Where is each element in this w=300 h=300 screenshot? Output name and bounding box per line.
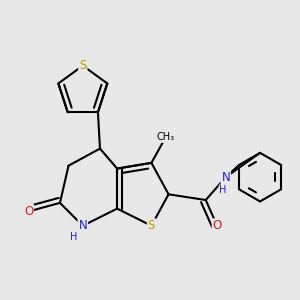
Text: S: S bbox=[148, 219, 155, 232]
Text: H: H bbox=[219, 185, 226, 195]
Text: O: O bbox=[24, 205, 33, 218]
Text: CH₃: CH₃ bbox=[157, 132, 175, 142]
Text: N: N bbox=[221, 171, 230, 184]
Text: N: N bbox=[78, 219, 87, 232]
Text: H: H bbox=[70, 232, 77, 242]
Text: O: O bbox=[213, 219, 222, 232]
Text: S: S bbox=[79, 59, 86, 72]
